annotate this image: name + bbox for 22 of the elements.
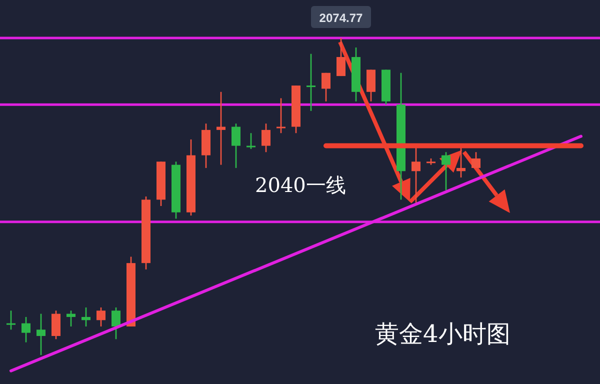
candlestick (22, 316, 30, 343)
annotation: 2074.77 (319, 11, 364, 25)
candlestick (262, 122, 270, 153)
candlestick (276, 98, 286, 134)
candlestick (52, 310, 60, 340)
candlestick (306, 53, 316, 112)
candlestick (96, 306, 106, 328)
annotation: 2040一线 (255, 173, 346, 197)
candlestick (246, 132, 256, 150)
candlestick (216, 91, 226, 166)
candlestick (366, 69, 376, 102)
candlestick (322, 72, 330, 102)
candlestick (336, 37, 346, 77)
candlestick (232, 122, 240, 169)
candlestick (442, 151, 450, 191)
candlestick (66, 310, 76, 328)
candlestick (6, 310, 16, 330)
candlestick (82, 306, 90, 328)
annotation: 黄金4小时图 (375, 320, 510, 348)
candlestick (112, 306, 120, 340)
candlestick (472, 151, 480, 169)
candlestick (36, 313, 46, 356)
